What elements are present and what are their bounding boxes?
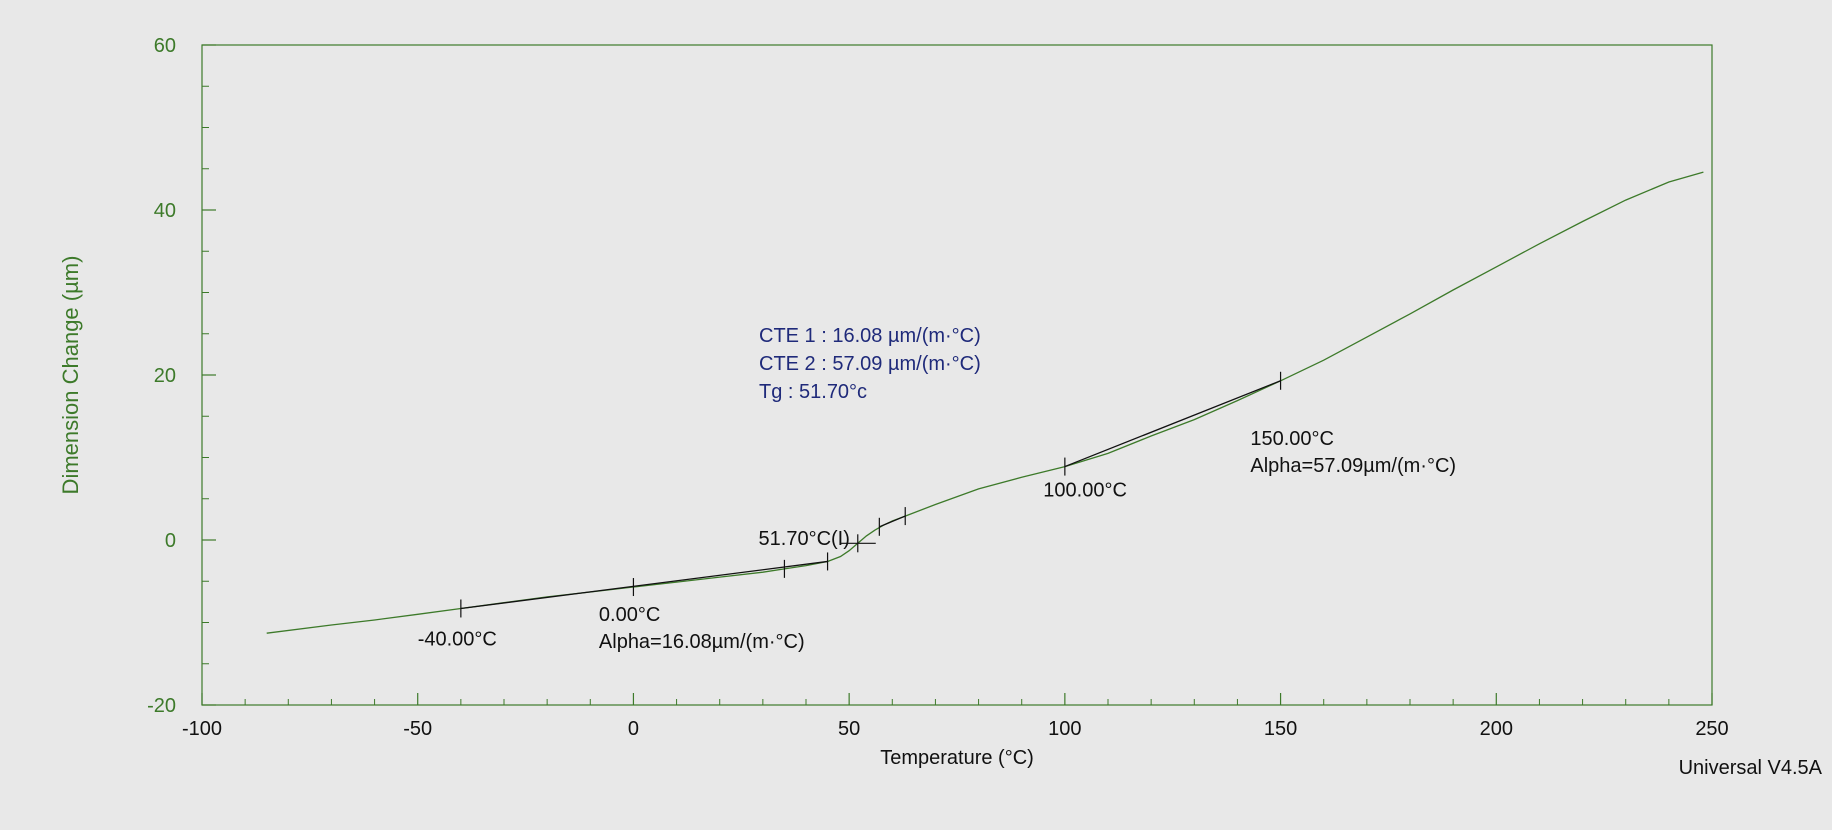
x-tick-label: 50 [838,718,860,740]
dimension-change-line [266,171,1704,634]
x-tick-label: 0 [628,718,639,740]
fit-segment [460,560,828,610]
annotations: -40.00°C 0.00°C Alpha=16.08µm/(m·°C) 51.70°… [418,428,1456,653]
x-axis: -100 -50 0 50 100 150 200 250 [182,693,1729,740]
annotation-label: 150.00°C [1250,428,1334,450]
fit-segments [460,380,1281,610]
annotation-label: 0.00°C [599,604,660,626]
annotation-label: 51.70°C(I) [759,528,850,550]
fit-segment [1064,380,1281,468]
summary-cte1: CTE 1 : 16.08 µm/(m·°C) [759,325,981,347]
annotation-label: -40.00°C [418,629,497,651]
annotation-label: Alpha=16.08µm/(m·°C) [599,631,805,653]
y-tick-label: 60 [154,35,176,57]
annotation-label: 100.00°C [1043,479,1127,501]
y-tick-label: -20 [147,695,176,717]
y-tick-label: 40 [154,200,176,222]
x-axis-title: Temperature (°C) [880,747,1034,769]
x-minor-ticks [244,699,1670,705]
software-version: Universal V4.5A [1679,757,1823,779]
x-tick-label: -50 [403,718,432,740]
x-tick-label: 250 [1695,718,1728,740]
x-tick-label: 200 [1480,718,1513,740]
y-minor-ticks [202,85,209,665]
x-tick-label: -100 [182,718,222,740]
x-tick-label: 100 [1048,718,1081,740]
summary-box: CTE 1 : 16.08 µm/(m·°C) CTE 2 : 57.09 µm… [759,325,981,403]
x-tick-label: 150 [1264,718,1297,740]
y-tick-label: 0 [165,530,176,552]
fit-segment [879,515,906,528]
annotation-label: Alpha=57.09µm/(m·°C) [1250,455,1456,477]
summary-tg: Tg : 51.70°c [759,381,867,403]
summary-cte2: CTE 2 : 57.09 µm/(m·°C) [759,353,981,375]
plot-frame [201,44,1713,706]
y-axis: -20 0 20 40 60 [147,35,216,717]
y-axis-title: Dimension Change (µm) [58,256,83,495]
marker-ticks [460,371,1282,618]
y-tick-label: 20 [154,365,176,387]
